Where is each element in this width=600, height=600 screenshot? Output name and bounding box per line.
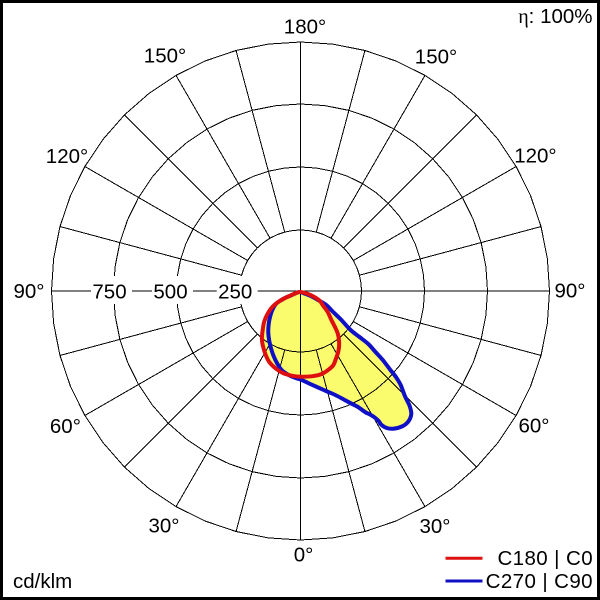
svg-text:250: 250	[218, 281, 252, 304]
svg-text:C180 | C0: C180 | C0	[497, 547, 593, 570]
svg-text:60°: 60°	[518, 415, 549, 438]
svg-text:cd/klm: cd/klm	[13, 570, 72, 593]
svg-text:750: 750	[92, 281, 126, 304]
svg-text:30°: 30°	[148, 514, 179, 537]
svg-text:90°: 90°	[554, 280, 585, 303]
svg-text:C270 | C90: C270 | C90	[486, 570, 593, 593]
svg-text:60°: 60°	[50, 415, 81, 438]
svg-text:120°: 120°	[514, 145, 556, 168]
svg-text:120°: 120°	[46, 145, 88, 168]
svg-text:150°: 150°	[144, 45, 186, 68]
svg-text:90°: 90°	[13, 280, 44, 303]
svg-text:500: 500	[153, 281, 187, 304]
svg-text:180°: 180°	[284, 16, 326, 39]
svg-text:0°: 0°	[294, 544, 314, 567]
svg-text:30°: 30°	[419, 515, 450, 538]
svg-text:150°: 150°	[415, 46, 457, 69]
svg-text:η: 100%: η: 100%	[518, 5, 592, 28]
